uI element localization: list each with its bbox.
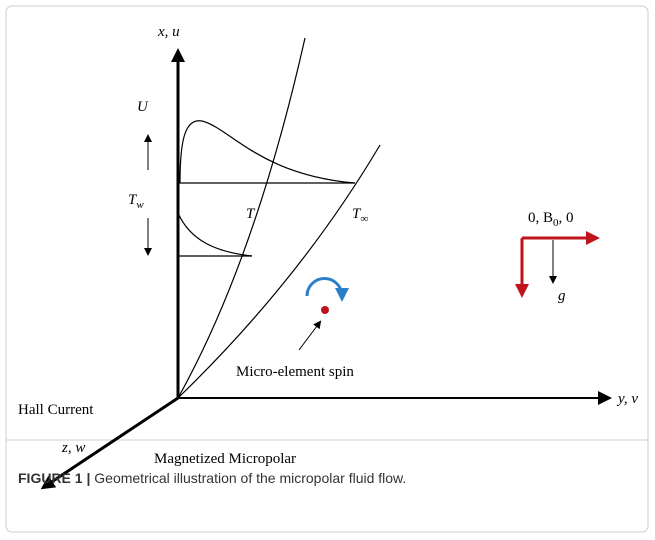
hall-label: Hall Current: [18, 402, 94, 418]
wall-temp-label: Tw: [128, 192, 144, 211]
spin-arrow: [305, 277, 349, 302]
sub: 0: [553, 217, 559, 229]
gravity-label: g: [558, 288, 566, 304]
diagram-lines: [40, 37, 612, 490]
field-label: 0, B0, 0: [528, 210, 574, 229]
sub: w: [136, 199, 144, 211]
caption: FIGURE 1 | Geometrical illustration of t…: [18, 470, 406, 486]
velocity-label: U: [137, 99, 149, 115]
frame: [5, 5, 649, 533]
caption-text: Geometrical illustration of the micropol…: [90, 470, 406, 486]
sub: ∞: [360, 213, 368, 225]
field-arrows: [515, 231, 600, 298]
pre: 0, B: [528, 210, 553, 226]
main: T: [352, 206, 362, 222]
post: , 0: [559, 210, 574, 226]
main: T: [128, 192, 138, 208]
temp-label: T: [246, 206, 256, 222]
z-axis-label: z, w: [61, 440, 85, 456]
caption-label: FIGURE 1 |: [18, 470, 90, 486]
fluid-label: Magnetized Micropolar: [154, 451, 296, 467]
y-axis-label: y, v: [616, 391, 638, 407]
micro-element: [321, 306, 329, 314]
spin-label: Micro-element spin: [236, 364, 354, 380]
x-axis-label: x, u: [157, 24, 180, 40]
ambient-temp-label: T∞: [352, 206, 368, 225]
